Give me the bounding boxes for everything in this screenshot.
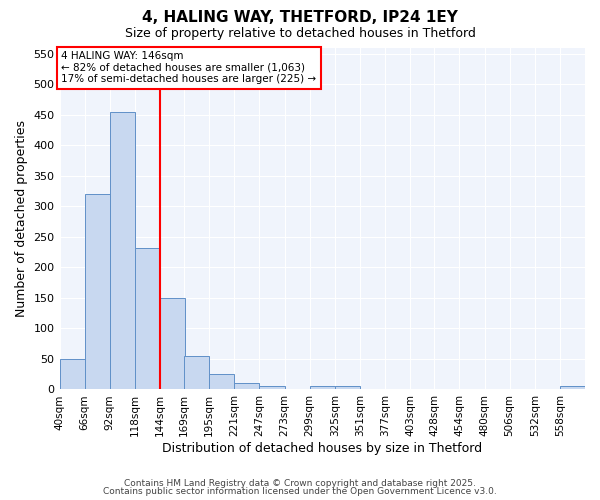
Bar [184,356,209,390]
Bar [110,112,135,390]
Text: Size of property relative to detached houses in Thetford: Size of property relative to detached ho… [125,28,475,40]
Y-axis label: Number of detached properties: Number of detached properties [15,120,28,317]
Bar [209,374,235,390]
Bar [59,359,85,390]
Text: Contains public sector information licensed under the Open Government Licence v3: Contains public sector information licen… [103,487,497,496]
Text: Contains HM Land Registry data © Crown copyright and database right 2025.: Contains HM Land Registry data © Crown c… [124,478,476,488]
X-axis label: Distribution of detached houses by size in Thetford: Distribution of detached houses by size … [162,442,482,455]
Text: 4 HALING WAY: 146sqm
← 82% of detached houses are smaller (1,063)
17% of semi-de: 4 HALING WAY: 146sqm ← 82% of detached h… [61,51,317,84]
Bar [85,194,110,390]
Bar [560,386,585,390]
Bar [160,298,185,390]
Text: 4, HALING WAY, THETFORD, IP24 1EY: 4, HALING WAY, THETFORD, IP24 1EY [142,10,458,25]
Bar [135,248,160,390]
Bar [335,386,360,390]
Bar [259,386,284,390]
Bar [235,384,259,390]
Bar [310,386,335,390]
